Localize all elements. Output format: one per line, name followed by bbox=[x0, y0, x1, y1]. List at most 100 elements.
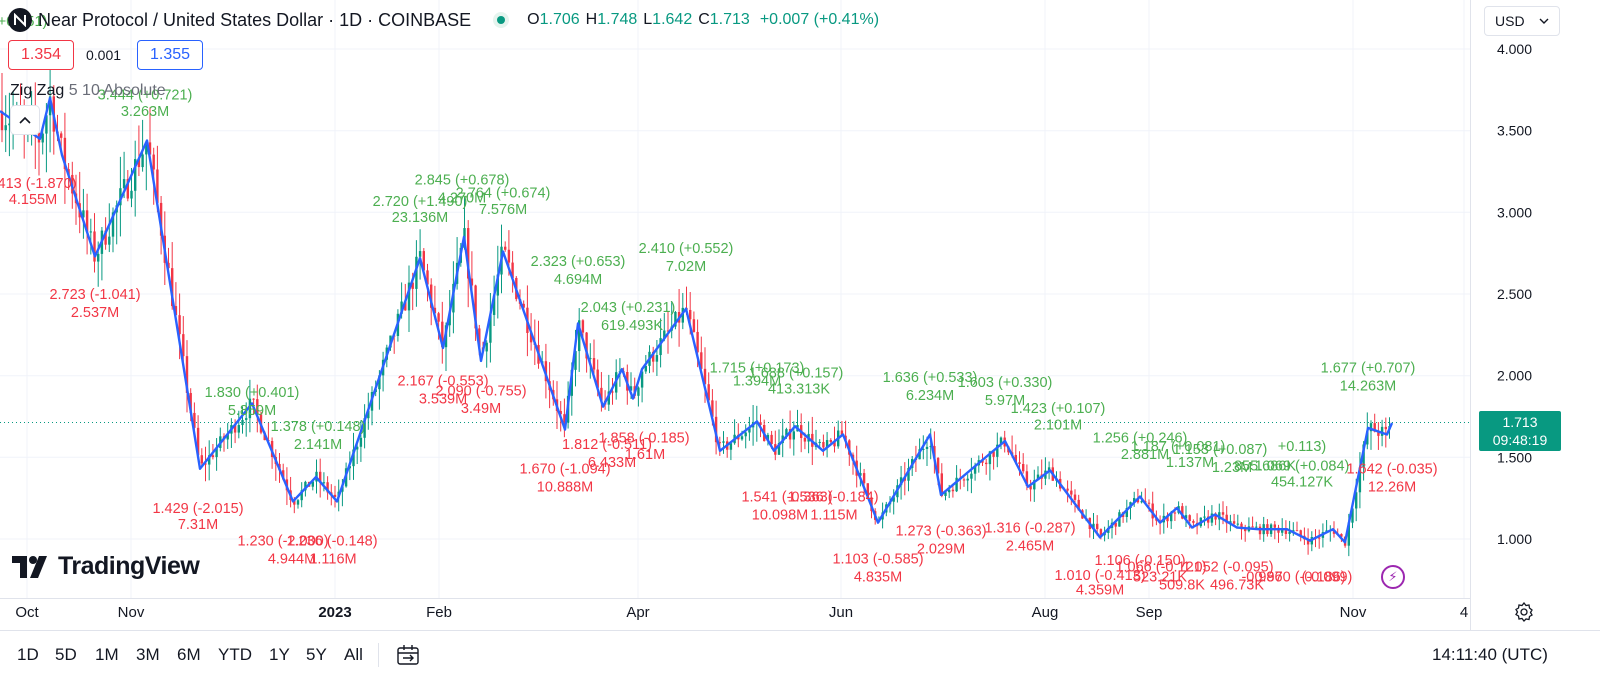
candle-body bbox=[300, 490, 303, 501]
candle-body bbox=[692, 319, 696, 332]
y-tick-label: 3.500 bbox=[1497, 123, 1532, 139]
zigzag-label: 1.115M bbox=[810, 507, 857, 523]
gear-icon[interactable] bbox=[1514, 602, 1534, 622]
zigzag-label: 413.313K bbox=[768, 382, 830, 398]
zigzag-label: 1.187 (+0.081) bbox=[1131, 439, 1226, 455]
zigzag-label: 1.23M bbox=[1212, 460, 1252, 476]
candle-body bbox=[1192, 521, 1195, 523]
currency-select[interactable]: USD bbox=[1484, 6, 1560, 36]
candle-body bbox=[992, 451, 995, 457]
price-change: +0.007 (+0.41%) bbox=[759, 11, 880, 28]
ohlc-key: C bbox=[698, 11, 710, 28]
zigzag-label: 1.715 (+0.173) bbox=[710, 360, 805, 376]
indicator-params: 5 10 Absolute bbox=[68, 82, 166, 99]
range-1d-button[interactable]: 1D bbox=[17, 645, 39, 664]
bar-countdown: 09:48:19 bbox=[1492, 432, 1548, 448]
candle-body bbox=[592, 358, 596, 370]
zigzag-label: 2.764 (+0.674) bbox=[456, 186, 551, 202]
candle-body bbox=[759, 422, 762, 426]
lightning-icon[interactable]: ⚡ bbox=[1381, 565, 1405, 589]
candle-body bbox=[433, 307, 437, 314]
sell-button[interactable]: 1.354 bbox=[8, 40, 74, 70]
candle-body bbox=[426, 270, 429, 285]
indicator-legend[interactable]: Zig Zag 5 10 Absolute bbox=[10, 82, 166, 100]
candle-body bbox=[326, 482, 329, 493]
zigzag-label: 6.433M bbox=[588, 455, 636, 471]
candle-body bbox=[1029, 486, 1032, 490]
candle-body bbox=[48, 96, 52, 116]
candle-body bbox=[45, 115, 48, 134]
range-1y-button[interactable]: 1Y bbox=[269, 645, 290, 664]
candle-body bbox=[1073, 494, 1077, 500]
tradingview-logo[interactable]: TradingView bbox=[12, 552, 200, 581]
candle-body bbox=[674, 312, 677, 327]
range-6m-button[interactable]: 6M bbox=[177, 645, 201, 664]
ohlc-key: O bbox=[527, 11, 540, 28]
candle-body bbox=[367, 410, 370, 419]
candle-body bbox=[93, 231, 96, 262]
collapse-legend-button[interactable] bbox=[11, 106, 39, 134]
candle-body bbox=[600, 387, 603, 401]
candle-body bbox=[1096, 523, 1099, 530]
candle-body bbox=[907, 467, 910, 481]
zigzag-label: 509.8K bbox=[1159, 578, 1205, 594]
x-tick-label: Nov bbox=[1340, 604, 1367, 621]
candle-body bbox=[748, 427, 751, 433]
zigzag-label: 1.066 (-0.121) bbox=[1115, 560, 1206, 576]
candle-body bbox=[655, 355, 659, 362]
candle-body bbox=[644, 365, 647, 372]
zigzag-label: 454.127K bbox=[1271, 475, 1333, 491]
range-all-button[interactable]: All bbox=[344, 645, 363, 664]
candle-body bbox=[141, 154, 144, 168]
candle-body bbox=[60, 133, 63, 138]
candle-body bbox=[1351, 508, 1354, 523]
candle-body bbox=[1281, 530, 1284, 533]
near-logo-icon[interactable] bbox=[8, 8, 32, 32]
utc-clock[interactable]: 14:11:40 (UTC) bbox=[1432, 645, 1548, 664]
candle-body bbox=[1384, 426, 1387, 430]
symbol-title[interactable]: Near Protocol / United States Dollar · 1… bbox=[38, 9, 472, 30]
x-tick-label: Aug bbox=[1032, 604, 1059, 621]
range-5y-button[interactable]: 5Y bbox=[306, 645, 327, 664]
buy-button[interactable]: 1.355 bbox=[137, 40, 203, 70]
candle-body bbox=[970, 473, 973, 479]
candle-body bbox=[1258, 526, 1262, 535]
zigzag-label: 1.052 (-0.095) bbox=[1182, 560, 1273, 576]
range-5d-button[interactable]: 5D bbox=[55, 645, 77, 664]
candle-body bbox=[940, 473, 943, 496]
candle-body bbox=[226, 433, 229, 440]
candle-body bbox=[1014, 454, 1017, 463]
candle-body bbox=[1133, 498, 1136, 503]
candle-body bbox=[822, 441, 825, 448]
compare-icon[interactable] bbox=[395, 642, 421, 668]
candle-body bbox=[777, 443, 781, 455]
y-tick-label: 4.000 bbox=[1497, 41, 1532, 57]
range-ytd-button[interactable]: YTD bbox=[218, 645, 252, 664]
candle-body bbox=[1066, 488, 1069, 491]
candle-body bbox=[1380, 426, 1384, 436]
candle-body bbox=[108, 236, 111, 245]
candlestick-series bbox=[0, 65, 1391, 557]
candle-body bbox=[182, 334, 185, 357]
symbol-header: Near Protocol / United States Dollar · 1… bbox=[8, 7, 879, 33]
candle-body bbox=[1288, 531, 1291, 534]
zigzag-label: 5.97M bbox=[985, 393, 1025, 409]
ohlc-value: 1.706 bbox=[539, 11, 580, 28]
candle-body bbox=[415, 256, 418, 289]
candle-body bbox=[208, 455, 211, 465]
candle-body bbox=[1255, 526, 1258, 528]
y-tick-label: 1.500 bbox=[1497, 449, 1532, 465]
range-1m-button[interactable]: 1M bbox=[95, 645, 119, 664]
y-tick-label: 2.000 bbox=[1497, 368, 1532, 384]
range-3m-button[interactable]: 3M bbox=[136, 645, 160, 664]
market-status-indicator[interactable] bbox=[493, 12, 510, 28]
candle-body bbox=[1221, 512, 1225, 515]
candle-body bbox=[185, 356, 189, 393]
zigzag-label: 1.069 (+0.084) bbox=[1255, 458, 1350, 474]
zigzag-label: 7.576M bbox=[479, 202, 527, 218]
ohlc-value: 1.642 bbox=[652, 11, 693, 28]
zigzag-label: 1.423 (+0.107) bbox=[1011, 401, 1106, 417]
candle-body bbox=[1170, 512, 1173, 522]
candle-body bbox=[563, 414, 566, 423]
